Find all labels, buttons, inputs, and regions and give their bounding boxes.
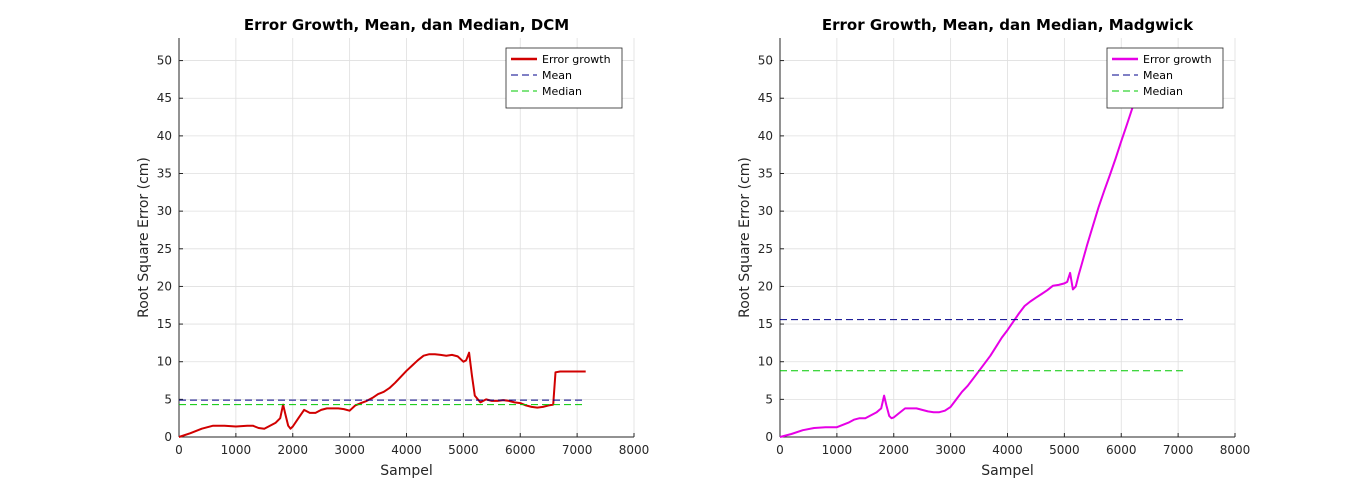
chart-title: Error Growth, Mean, dan Median, DCM bbox=[244, 16, 569, 34]
y-tick-label: 0 bbox=[765, 430, 773, 444]
y-tick-label: 5 bbox=[164, 392, 172, 406]
chart-title: Error Growth, Mean, dan Median, Madgwick bbox=[822, 16, 1194, 34]
y-axis-label: Root Square Error (cm) bbox=[737, 157, 753, 318]
x-tick-label: 1000 bbox=[822, 443, 853, 457]
x-tick-label: 8000 bbox=[619, 443, 650, 457]
x-tick-label: 5000 bbox=[448, 443, 479, 457]
x-tick-label: 6000 bbox=[505, 443, 536, 457]
error-growth-line bbox=[779, 52, 1154, 438]
x-axis-label: Sampel bbox=[981, 463, 1034, 479]
y-axis-label: Root Square Error (cm) bbox=[136, 157, 152, 318]
legend-label: Error growth bbox=[542, 53, 611, 66]
error-growth-line bbox=[178, 351, 586, 438]
legend: Error growth Mean Median bbox=[1106, 47, 1224, 109]
y-tick-label: 45 bbox=[157, 91, 172, 105]
y-tick-label: 35 bbox=[758, 167, 773, 181]
y-tick-label: 0 bbox=[164, 430, 172, 444]
y-tick-label: 15 bbox=[758, 317, 773, 331]
x-tick-label: 8000 bbox=[1220, 443, 1251, 457]
x-tick-label: 3000 bbox=[935, 443, 966, 457]
y-tick-label: 50 bbox=[157, 54, 172, 68]
x-tick-label: 2000 bbox=[277, 443, 308, 457]
x-tick-label: 7000 bbox=[562, 443, 593, 457]
chart-panel-1: 0 1000 2000 3000 4000 5000 6000 7000 8000 0 5 10 15 2… bbox=[136, 16, 649, 479]
y-tick-label: 50 bbox=[758, 54, 773, 68]
x-tick-label: 6000 bbox=[1106, 443, 1137, 457]
x-tick-label: 5000 bbox=[1049, 443, 1080, 457]
y-tick-label: 40 bbox=[157, 129, 172, 143]
y-tick-label: 30 bbox=[157, 204, 172, 218]
x-tick-label: 4000 bbox=[992, 443, 1023, 457]
y-tick-label: 10 bbox=[758, 355, 773, 369]
x-tick-label: 0 bbox=[175, 443, 183, 457]
y-tick-label: 20 bbox=[758, 279, 773, 293]
x-tick-label: 0 bbox=[776, 443, 784, 457]
y-tick-label: 20 bbox=[157, 279, 172, 293]
legend-label: Median bbox=[1143, 85, 1183, 98]
legend-label: Mean bbox=[1143, 69, 1173, 82]
x-tick-label: 4000 bbox=[391, 443, 422, 457]
x-tick-label: 7000 bbox=[1163, 443, 1194, 457]
y-tick-label: 5 bbox=[765, 392, 773, 406]
y-tick-label: 15 bbox=[157, 317, 172, 331]
y-tick-label: 40 bbox=[758, 129, 773, 143]
y-tick-label: 25 bbox=[758, 242, 773, 256]
y-tick-label: 10 bbox=[157, 355, 172, 369]
legend-label: Median bbox=[542, 85, 582, 98]
x-tick-label: 1000 bbox=[221, 443, 252, 457]
y-tick-label: 25 bbox=[157, 242, 172, 256]
x-axis-label: Sampel bbox=[380, 463, 433, 479]
x-tick-label: 3000 bbox=[334, 443, 365, 457]
y-tick-label: 30 bbox=[758, 204, 773, 218]
y-tick-label: 35 bbox=[157, 167, 172, 181]
y-tick-label: 45 bbox=[758, 91, 773, 105]
legend-label: Error growth bbox=[1143, 53, 1212, 66]
legend: Error growth Mean Median bbox=[505, 47, 623, 109]
legend-label: Mean bbox=[542, 69, 572, 82]
chart-panel-2: 0 1000 2000 3000 4000 5000 6000 7000 8000 0 5 10 15 2… bbox=[737, 16, 1250, 479]
x-tick-label: 2000 bbox=[878, 443, 909, 457]
